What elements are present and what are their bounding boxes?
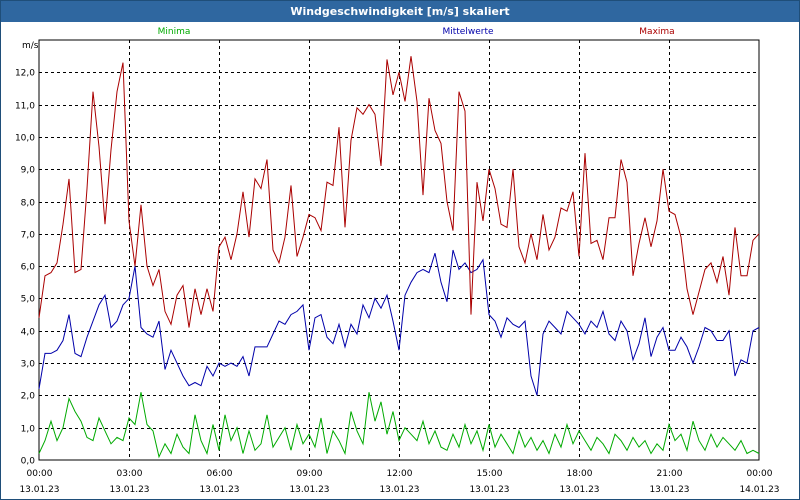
legend-label-mittelwerte: Mittelwerte: [442, 27, 493, 37]
x-tick-date-label: 14.01.23: [739, 485, 779, 495]
y-axis-unit-label: m/s: [22, 41, 39, 51]
x-tick-date-label: 13.01.23: [559, 485, 599, 495]
chart-canvas: m/s 0,0 1,0 2,0 3,0 4,0 5,0 6,0 7,0 8,0 9,0 10,0 11…: [0, 0, 800, 500]
x-tick-time-label: 00:00: [747, 469, 773, 479]
x-tick-date-label: 13.01.23: [469, 485, 509, 495]
x-tick-time-label: 00:00: [27, 469, 53, 479]
x-tick-date-label: 13.01.23: [199, 485, 239, 495]
y-tick-label: 12,0: [15, 69, 35, 79]
x-tick-date-label: 13.01.23: [109, 485, 149, 495]
x-tick-time-label: 09:00: [297, 469, 323, 479]
y-tick-label: 3,0: [21, 360, 36, 370]
x-tick-date-label: 13.01.23: [649, 485, 689, 495]
x-tick-date-label: 13.01.23: [19, 485, 59, 495]
x-tick-time-label: 06:00: [207, 469, 233, 479]
grid-layer: [39, 40, 759, 460]
y-tick-label: 1,0: [21, 425, 36, 435]
x-tick-time-label: 15:00: [477, 469, 503, 479]
y-tick-label: 6,0: [21, 263, 36, 273]
y-tick-label: 9,0: [21, 166, 36, 176]
y-tick-label: 5,0: [21, 295, 36, 305]
x-tick-time-label: 21:00: [657, 469, 683, 479]
y-tick-label: 7,0: [21, 231, 36, 241]
y-tick-label: 10,0: [15, 134, 35, 144]
x-tick-time-label: 12:00: [387, 469, 413, 479]
legend-label-maxima: Maxima: [639, 27, 674, 37]
x-tick-date-label: 13.01.23: [289, 485, 329, 495]
y-tick-label: 11,0: [15, 102, 35, 112]
y-tick-label: 0,0: [21, 457, 36, 467]
x-tick-date-label: 13.01.23: [379, 485, 419, 495]
x-tick-time-label: 18:00: [567, 469, 593, 479]
y-tick-label: 8,0: [21, 199, 36, 209]
legend-label-minima: Minima: [158, 27, 191, 37]
x-tick-time-label: 03:00: [117, 469, 143, 479]
y-tick-label: 2,0: [21, 392, 36, 402]
y-tick-label: 4,0: [21, 328, 36, 338]
